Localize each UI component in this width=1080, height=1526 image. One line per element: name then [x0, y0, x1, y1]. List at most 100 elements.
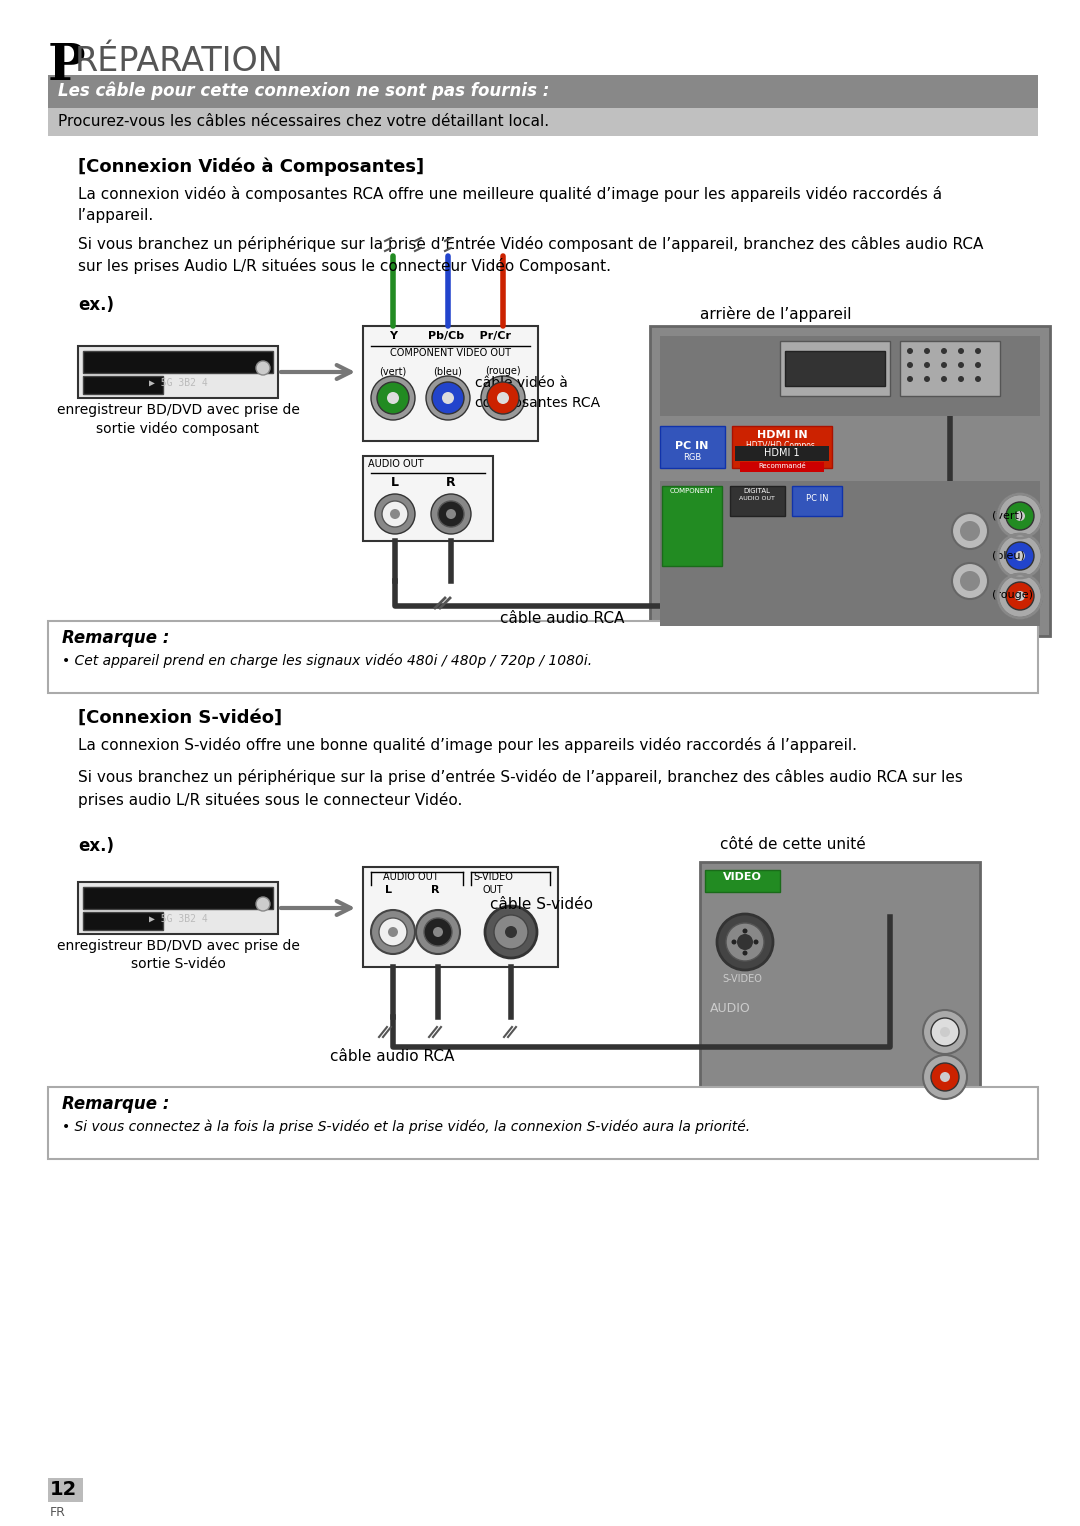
Text: (rouge): (rouge): [993, 591, 1032, 600]
Text: enregistreur BD/DVD avec prise de
sortie S-vidéo: enregistreur BD/DVD avec prise de sortie…: [56, 938, 299, 972]
Circle shape: [1005, 581, 1034, 610]
Circle shape: [256, 362, 270, 375]
Text: (bleu): (bleu): [993, 549, 1025, 560]
Text: (bleu): (bleu): [433, 366, 462, 375]
Text: R: R: [431, 885, 440, 896]
Text: enregistreur BD/DVD avec prise de
sortie vidéo composant: enregistreur BD/DVD avec prise de sortie…: [56, 403, 299, 436]
Text: (vert): (vert): [379, 366, 407, 375]
Text: Remarque :: Remarque :: [62, 629, 170, 647]
Bar: [48, 1479, 83, 1502]
Text: COMPONENT VIDEO OUT: COMPONENT VIDEO OUT: [390, 348, 511, 359]
Text: AUDIO OUT: AUDIO OUT: [383, 871, 438, 882]
Circle shape: [438, 501, 464, 526]
Circle shape: [941, 362, 947, 368]
Circle shape: [487, 382, 519, 414]
Bar: [48, 75, 1038, 108]
Text: HDMI IN: HDMI IN: [757, 430, 808, 439]
Circle shape: [1015, 551, 1025, 562]
Text: ex.): ex.): [78, 836, 114, 855]
Text: L: L: [384, 885, 392, 896]
Bar: [78, 882, 278, 934]
Circle shape: [998, 534, 1042, 578]
Text: Recommandé: Recommandé: [758, 462, 806, 468]
Text: HDMI 1: HDMI 1: [765, 449, 800, 458]
Circle shape: [1005, 542, 1034, 571]
Text: [Connexion Vidéo à Composantes]: [Connexion Vidéo à Composantes]: [78, 159, 424, 177]
Circle shape: [924, 375, 930, 382]
Circle shape: [382, 501, 408, 526]
Text: PC IN: PC IN: [675, 441, 708, 452]
Bar: [740, 462, 824, 472]
Text: Remarque :: Remarque :: [62, 1096, 170, 1112]
Bar: [48, 76, 1038, 82]
Bar: [83, 913, 163, 929]
Text: RÉPARATION: RÉPARATION: [75, 44, 284, 78]
Text: Si vous branchez un périphérique sur la prise d’entrée S-vidéo de l’appareil, br: Si vous branchez un périphérique sur la …: [78, 769, 963, 807]
Bar: [363, 327, 538, 441]
Circle shape: [485, 906, 537, 958]
Bar: [735, 446, 829, 461]
Bar: [48, 108, 1038, 136]
Circle shape: [375, 494, 415, 534]
Circle shape: [1005, 502, 1034, 530]
Circle shape: [940, 1071, 950, 1082]
Circle shape: [1015, 591, 1025, 601]
Bar: [700, 862, 980, 1122]
Circle shape: [958, 348, 964, 354]
Circle shape: [907, 362, 913, 368]
Text: AUDIO OUT: AUDIO OUT: [368, 459, 423, 468]
Bar: [48, 1087, 1038, 1160]
Text: ▶ 5G 3B2 4: ▶ 5G 3B2 4: [149, 378, 207, 388]
Text: P: P: [48, 43, 85, 92]
Bar: [363, 456, 492, 542]
Circle shape: [390, 510, 400, 519]
Circle shape: [951, 513, 988, 549]
Circle shape: [907, 375, 913, 382]
Bar: [660, 336, 1040, 417]
Circle shape: [951, 563, 988, 600]
Text: AUDIO: AUDIO: [710, 1003, 751, 1015]
Circle shape: [717, 914, 773, 971]
Circle shape: [377, 382, 409, 414]
Circle shape: [494, 916, 528, 949]
Circle shape: [754, 940, 758, 945]
Circle shape: [387, 392, 399, 404]
Circle shape: [931, 1018, 959, 1045]
Text: Les câble pour cette connexion ne sont pas fournis :: Les câble pour cette connexion ne sont p…: [58, 81, 550, 99]
Circle shape: [731, 940, 737, 945]
Text: L: L: [391, 476, 399, 488]
Circle shape: [958, 375, 964, 382]
Text: DIGITAL: DIGITAL: [743, 488, 770, 494]
Circle shape: [372, 909, 415, 954]
Bar: [363, 867, 558, 967]
Circle shape: [743, 928, 747, 934]
Circle shape: [426, 375, 470, 420]
Bar: [83, 351, 273, 372]
Circle shape: [1015, 511, 1025, 520]
Circle shape: [931, 1064, 959, 1091]
Text: La connexion vidéo à composantes RCA offre une meilleure qualité d’image pour le: La connexion vidéo à composantes RCA off…: [78, 186, 942, 223]
Circle shape: [433, 926, 443, 937]
Text: OUT: OUT: [483, 885, 503, 896]
Text: arrière de l’appareil: arrière de l’appareil: [700, 307, 851, 322]
Text: RGB: RGB: [683, 453, 701, 462]
Text: [Connexion S-vidéo]: [Connexion S-vidéo]: [78, 710, 282, 726]
Circle shape: [388, 926, 399, 937]
Circle shape: [960, 571, 980, 591]
Text: S-VIDEO: S-VIDEO: [473, 871, 513, 882]
Circle shape: [737, 934, 753, 951]
Text: côté de cette unité: côté de cette unité: [720, 836, 866, 852]
Circle shape: [960, 520, 980, 542]
Text: (vert): (vert): [993, 510, 1023, 520]
Bar: [83, 375, 163, 394]
Text: • Cet appareil prend en charge les signaux vidéo 480i / 480p / 720p / 1080i.: • Cet appareil prend en charge les signa…: [62, 653, 592, 667]
Circle shape: [442, 392, 454, 404]
Circle shape: [372, 375, 415, 420]
Circle shape: [256, 897, 270, 911]
Circle shape: [505, 926, 517, 938]
Text: La connexion S-vidéo offre une bonne qualité d’image pour les appareils vidéo ra: La connexion S-vidéo offre une bonne qua…: [78, 737, 858, 752]
Text: HDTV/HD Compos.: HDTV/HD Compos.: [746, 441, 818, 450]
Circle shape: [497, 392, 509, 404]
Circle shape: [432, 382, 464, 414]
Text: • Si vous connectez à la fois la prise S-vidéo et la prise vidéo, la connexion S: • Si vous connectez à la fois la prise S…: [62, 1119, 751, 1134]
